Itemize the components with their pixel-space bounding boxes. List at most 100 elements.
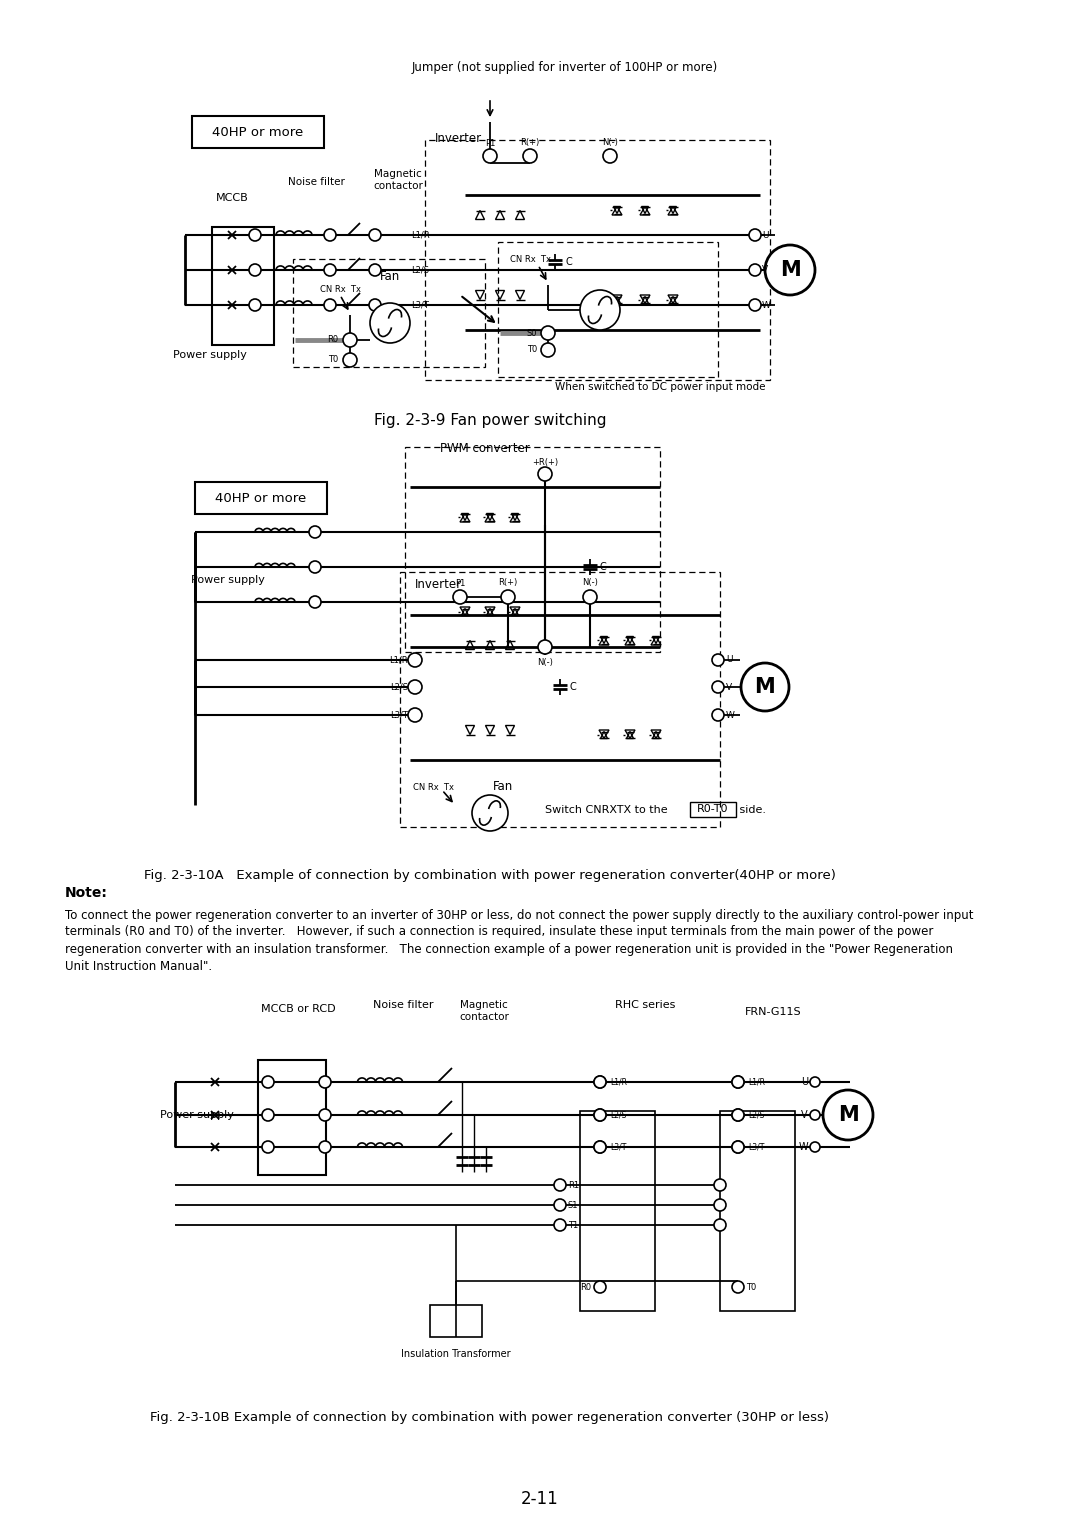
Text: R0-T0: R0-T0: [698, 805, 729, 814]
Text: R(+): R(+): [498, 579, 517, 588]
Circle shape: [732, 1109, 744, 1121]
Text: regeneration converter with an insulation transformer.   The connection example : regeneration converter with an insulatio…: [65, 942, 953, 956]
Text: L3/T: L3/T: [390, 710, 408, 719]
Circle shape: [370, 302, 410, 344]
Text: Switch CNRXTX to the: Switch CNRXTX to the: [545, 805, 671, 815]
Text: N(-): N(-): [582, 579, 598, 588]
Circle shape: [369, 264, 381, 276]
Text: L1/R: L1/R: [610, 1078, 627, 1087]
Text: U: U: [801, 1077, 808, 1087]
Circle shape: [823, 1090, 873, 1141]
Circle shape: [262, 1109, 274, 1121]
Text: U: U: [726, 655, 732, 664]
Text: C: C: [600, 562, 607, 573]
Circle shape: [765, 244, 815, 295]
Text: N(-): N(-): [602, 139, 618, 148]
Text: Fig. 2-3-10A   Example of connection by combination with power regeneration conv: Fig. 2-3-10A Example of connection by co…: [144, 869, 836, 881]
Circle shape: [712, 654, 724, 666]
Circle shape: [810, 1142, 820, 1151]
Text: V: V: [726, 683, 732, 692]
Text: W: W: [798, 1142, 808, 1151]
Circle shape: [408, 680, 422, 693]
Text: L1/R: L1/R: [390, 655, 408, 664]
Circle shape: [732, 1281, 744, 1293]
Circle shape: [714, 1199, 726, 1211]
Circle shape: [810, 1110, 820, 1119]
Text: V: V: [801, 1110, 808, 1119]
Circle shape: [408, 654, 422, 667]
Bar: [498, 241, 718, 377]
Circle shape: [594, 1109, 606, 1121]
Bar: [258, 1060, 326, 1174]
Circle shape: [249, 229, 261, 241]
Text: M: M: [838, 1106, 859, 1125]
Text: Noise filter: Noise filter: [287, 177, 345, 186]
Text: R0: R0: [327, 336, 338, 345]
Circle shape: [750, 264, 761, 276]
Text: RHC series: RHC series: [615, 1000, 675, 1009]
Text: M: M: [780, 260, 800, 279]
Text: T0: T0: [527, 345, 537, 354]
Text: L2/S: L2/S: [390, 683, 408, 692]
Circle shape: [594, 1077, 606, 1089]
Text: CN Rx  Tx: CN Rx Tx: [320, 286, 361, 295]
Text: L1/R: L1/R: [748, 1078, 765, 1087]
Text: L2/S: L2/S: [748, 1110, 765, 1119]
Circle shape: [750, 299, 761, 312]
Circle shape: [594, 1141, 606, 1153]
Text: W: W: [762, 301, 771, 310]
Circle shape: [541, 344, 555, 357]
Text: Fig. 2-3-9 Fan power switching: Fig. 2-3-9 Fan power switching: [374, 412, 606, 428]
Circle shape: [538, 640, 552, 654]
Text: MCCB or RCD: MCCB or RCD: [260, 1003, 335, 1014]
Circle shape: [732, 1141, 744, 1153]
Text: Jumper (not supplied for inverter of 100HP or more): Jumper (not supplied for inverter of 100…: [411, 61, 718, 75]
Text: CN Rx  Tx: CN Rx Tx: [510, 255, 551, 264]
Text: FRN-G11S: FRN-G11S: [745, 1006, 801, 1017]
Text: T0: T0: [746, 1283, 756, 1292]
Text: Power supply: Power supply: [191, 576, 265, 585]
Circle shape: [324, 264, 336, 276]
Circle shape: [741, 663, 789, 712]
Circle shape: [594, 1077, 606, 1089]
Circle shape: [262, 1077, 274, 1089]
Bar: [405, 447, 660, 652]
Text: Noise filter: Noise filter: [373, 1000, 433, 1009]
Text: Power supply: Power supply: [160, 1110, 234, 1119]
Text: L2/S: L2/S: [411, 266, 429, 275]
Circle shape: [580, 290, 620, 330]
Text: S0: S0: [527, 328, 537, 337]
Text: MCCB: MCCB: [216, 192, 248, 203]
Circle shape: [309, 525, 321, 538]
Circle shape: [714, 1219, 726, 1231]
Text: CN Rx  Tx: CN Rx Tx: [413, 783, 454, 793]
Circle shape: [309, 560, 321, 573]
Text: Unit Instruction Manual".: Unit Instruction Manual".: [65, 959, 212, 973]
Circle shape: [343, 353, 357, 366]
Circle shape: [714, 1179, 726, 1191]
Circle shape: [554, 1219, 566, 1231]
Circle shape: [594, 1141, 606, 1153]
Text: P1: P1: [485, 139, 496, 148]
Bar: [720, 1112, 795, 1312]
Text: L3/T: L3/T: [411, 301, 429, 310]
Text: Inverter: Inverter: [415, 579, 462, 591]
Circle shape: [369, 229, 381, 241]
Text: 2-11: 2-11: [522, 1490, 558, 1509]
Text: When switched to DC power input mode: When switched to DC power input mode: [555, 382, 766, 392]
Text: R(+): R(+): [521, 139, 540, 148]
Text: L2/S: L2/S: [610, 1110, 626, 1119]
Circle shape: [408, 709, 422, 722]
Text: terminals (R0 and T0) of the inverter.   However, if such a connection is requir: terminals (R0 and T0) of the inverter. H…: [65, 925, 933, 939]
Circle shape: [324, 299, 336, 312]
Circle shape: [319, 1077, 330, 1089]
Circle shape: [249, 299, 261, 312]
Circle shape: [594, 1109, 606, 1121]
Bar: [400, 573, 720, 828]
Circle shape: [249, 264, 261, 276]
Text: L3/T: L3/T: [748, 1142, 765, 1151]
Text: V: V: [762, 266, 768, 275]
Bar: [580, 1112, 654, 1312]
Circle shape: [343, 333, 357, 347]
Circle shape: [732, 1109, 744, 1121]
